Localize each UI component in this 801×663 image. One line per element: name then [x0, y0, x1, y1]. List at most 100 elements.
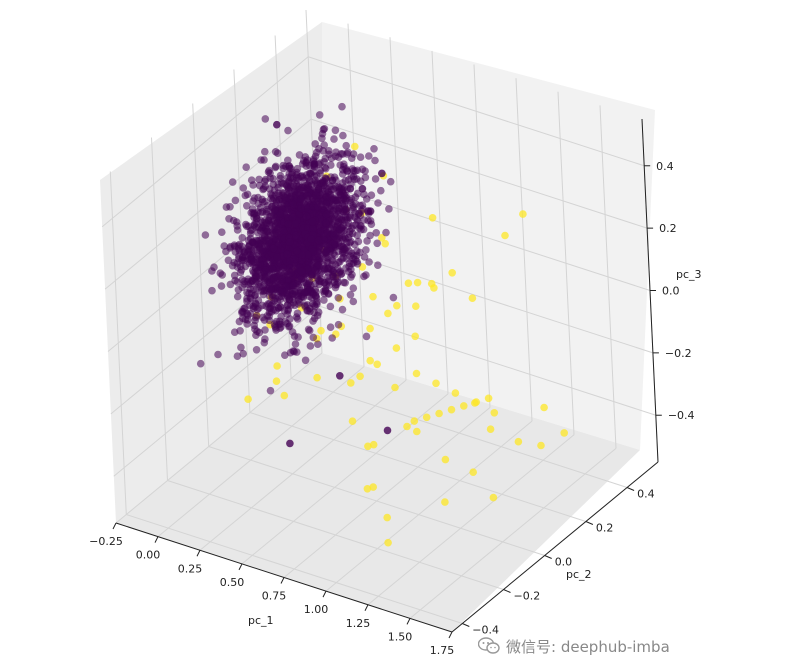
y-tick-label: −0.4 — [472, 624, 499, 637]
cluster-0-point — [320, 279, 329, 287]
cluster-0-point — [265, 292, 274, 300]
cluster-0-point — [271, 206, 279, 214]
cluster-1-point — [441, 455, 450, 464]
cluster-0-point — [228, 178, 237, 186]
cluster-0-point — [297, 267, 306, 276]
cluster-0-point — [340, 160, 348, 168]
cluster-1-point — [451, 389, 460, 397]
cluster-0-point — [365, 258, 373, 266]
cluster-0-point — [263, 219, 271, 228]
grid-line-x-floor — [367, 434, 575, 606]
cluster-0-point — [304, 250, 312, 259]
cluster-1-point — [280, 391, 289, 400]
cluster-0-point — [265, 237, 273, 246]
cluster-0-point — [242, 163, 250, 171]
tick-marks — [112, 165, 662, 639]
cluster-0-point — [286, 257, 294, 265]
cluster-0-point — [293, 309, 302, 318]
cluster-0-point — [311, 266, 320, 275]
cluster-0-point — [324, 147, 333, 155]
cluster-0-point — [293, 315, 302, 323]
cluster-0-point — [362, 332, 371, 341]
cluster-1-point — [363, 485, 372, 493]
grid-line-z-left — [113, 305, 321, 477]
cluster-1-point — [313, 373, 321, 382]
cluster-0-point — [287, 268, 295, 277]
z-tick-label: −0.2 — [665, 347, 692, 360]
cluster-0-point — [341, 279, 350, 287]
grid-line-y-floor — [249, 412, 587, 522]
cluster-0-point — [255, 240, 263, 248]
cluster-1-point — [393, 301, 401, 310]
x-tick-label: 0.00 — [136, 549, 161, 562]
cluster-0-point — [386, 177, 395, 186]
cluster-1-point — [383, 513, 392, 522]
cluster-0-point — [327, 182, 336, 191]
cluster-0-point — [334, 294, 343, 302]
cluster-0-point — [208, 286, 216, 295]
y-tick-label: 0.2 — [596, 522, 614, 535]
cluster-0-point — [308, 217, 317, 226]
cluster-0-point — [234, 286, 243, 294]
cluster-0-point — [285, 238, 294, 246]
cluster-0-point — [261, 115, 270, 123]
x-axis-label: pc_1 — [248, 614, 274, 627]
cluster-1-point — [411, 332, 420, 341]
cluster-0-point — [318, 134, 326, 143]
grid-line-y-floor — [290, 378, 628, 488]
cluster-0-point — [262, 266, 270, 274]
cluster-0-point — [371, 175, 380, 183]
cluster-0-point — [258, 245, 267, 254]
cluster-0-point — [346, 238, 354, 247]
cluster-0-point — [322, 219, 330, 227]
cluster-0-point — [273, 253, 281, 262]
cluster-0-point — [360, 253, 369, 261]
cluster-0-point — [349, 297, 358, 306]
cluster-0-point — [326, 302, 335, 311]
cluster-0-point — [343, 167, 351, 175]
cluster-0-point — [295, 298, 304, 306]
cluster-1-point — [422, 413, 431, 422]
cluster-0-point — [374, 261, 382, 270]
cluster-0-point — [288, 328, 297, 336]
cluster-1-point — [447, 405, 456, 414]
cluster-0-point — [309, 155, 318, 164]
cluster-0-point — [252, 346, 261, 354]
cluster-0-point — [281, 351, 289, 360]
x-tick — [406, 618, 411, 625]
x-tick-label: 1.75 — [430, 644, 455, 657]
cluster-0-point — [325, 264, 334, 273]
cluster-0-point — [338, 150, 347, 158]
cluster-0-point — [344, 176, 353, 184]
cluster-0-point — [353, 175, 361, 183]
grid-line-y-floor — [126, 514, 463, 624]
cluster-0-point — [289, 281, 298, 290]
cluster-0-point — [270, 274, 278, 282]
cluster-0-point — [314, 236, 323, 245]
cluster-0-point — [333, 222, 341, 231]
cluster-0-point — [285, 162, 293, 171]
x-tick-label: 1.00 — [304, 603, 329, 616]
y-tick — [462, 623, 470, 627]
cluster-0-point — [249, 181, 257, 189]
cluster-0-point — [292, 231, 300, 240]
z-tick-label: 0.0 — [662, 285, 680, 298]
cluster-0-point — [287, 301, 295, 310]
x-tick-label: 0.75 — [262, 590, 287, 603]
cluster-0-point — [201, 231, 210, 239]
cluster-1-point — [460, 402, 468, 410]
cluster-0-point — [238, 234, 247, 242]
cluster-0-point — [224, 256, 233, 265]
cluster-0-point — [344, 219, 353, 227]
cluster-0-point — [320, 125, 329, 133]
cluster-0-point — [309, 224, 317, 233]
cluster-0-point — [385, 205, 393, 213]
cluster-0-point — [284, 126, 292, 135]
cluster-1-point — [486, 425, 495, 434]
cluster-0-point — [314, 261, 323, 269]
cluster-0-point — [284, 156, 292, 165]
cluster-0-point — [274, 183, 282, 192]
cluster-0-point — [349, 284, 358, 293]
cluster-1-point — [272, 377, 281, 386]
